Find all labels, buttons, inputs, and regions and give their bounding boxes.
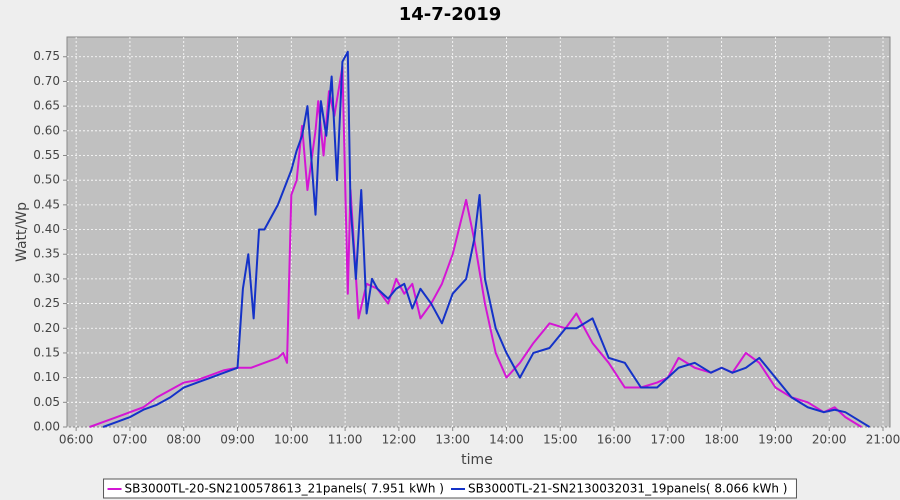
legend-box <box>103 478 797 499</box>
x-tick-label: 19:00 <box>758 433 793 447</box>
y-tick-label: 0.65 <box>33 99 60 113</box>
series-line <box>102 50 871 428</box>
x-axis-label: time <box>461 452 493 468</box>
x-tick-label: 20:00 <box>812 433 847 447</box>
y-tick-label: 0.60 <box>33 123 60 137</box>
y-tick-label: 0.25 <box>33 296 60 310</box>
x-tick-label: 12:00 <box>382 433 417 447</box>
y-tick-label: 0.10 <box>33 370 60 384</box>
plot-area <box>66 36 891 428</box>
y-tick-label: 0.35 <box>33 247 60 261</box>
y-tick-label: 0.30 <box>33 271 60 285</box>
x-tick-label: 14:00 <box>489 433 524 447</box>
x-tick-label: 15:00 <box>543 433 578 447</box>
y-tick-label: 0.50 <box>33 173 60 187</box>
x-tick-label: 21:00 <box>866 433 900 447</box>
x-tick-label: 18:00 <box>704 433 739 447</box>
x-tick-label: 11:00 <box>328 433 363 447</box>
series-line <box>89 65 863 428</box>
x-tick-label: 09:00 <box>220 433 255 447</box>
y-tick-label: 0.15 <box>33 345 60 359</box>
x-tick-label: 16:00 <box>597 433 632 447</box>
legend-label: SB3000TL-21-SN2130032031_19panels( 8.066… <box>468 482 787 496</box>
x-tick-label: 07:00 <box>113 433 148 447</box>
chart-title: 14-7-2019 <box>399 4 502 25</box>
y-tick-label: 0.40 <box>33 222 60 236</box>
legend-label: SB3000TL-20-SN2100578613_21panels( 7.951… <box>125 482 444 496</box>
y-tick-label: 0.75 <box>33 49 60 63</box>
legend: SB3000TL-20-SN2100578613_21panels( 7.951… <box>103 478 797 499</box>
y-tick-label: 0.00 <box>33 420 60 434</box>
x-tick-label: 08:00 <box>166 433 201 447</box>
x-tick-label: 10:00 <box>274 433 309 447</box>
y-tick-label: 0.45 <box>33 197 60 211</box>
y-tick-label: 0.05 <box>33 395 60 409</box>
y-tick-label: 0.20 <box>33 321 60 335</box>
y-tick-label: 0.55 <box>33 148 60 162</box>
x-tick-label: 17:00 <box>651 433 686 447</box>
x-tick-label: 06:00 <box>59 433 94 447</box>
x-tick-label: 13:00 <box>435 433 470 447</box>
y-axis-label: Watt/Wp <box>14 202 30 262</box>
y-tick-label: 0.70 <box>33 74 60 88</box>
